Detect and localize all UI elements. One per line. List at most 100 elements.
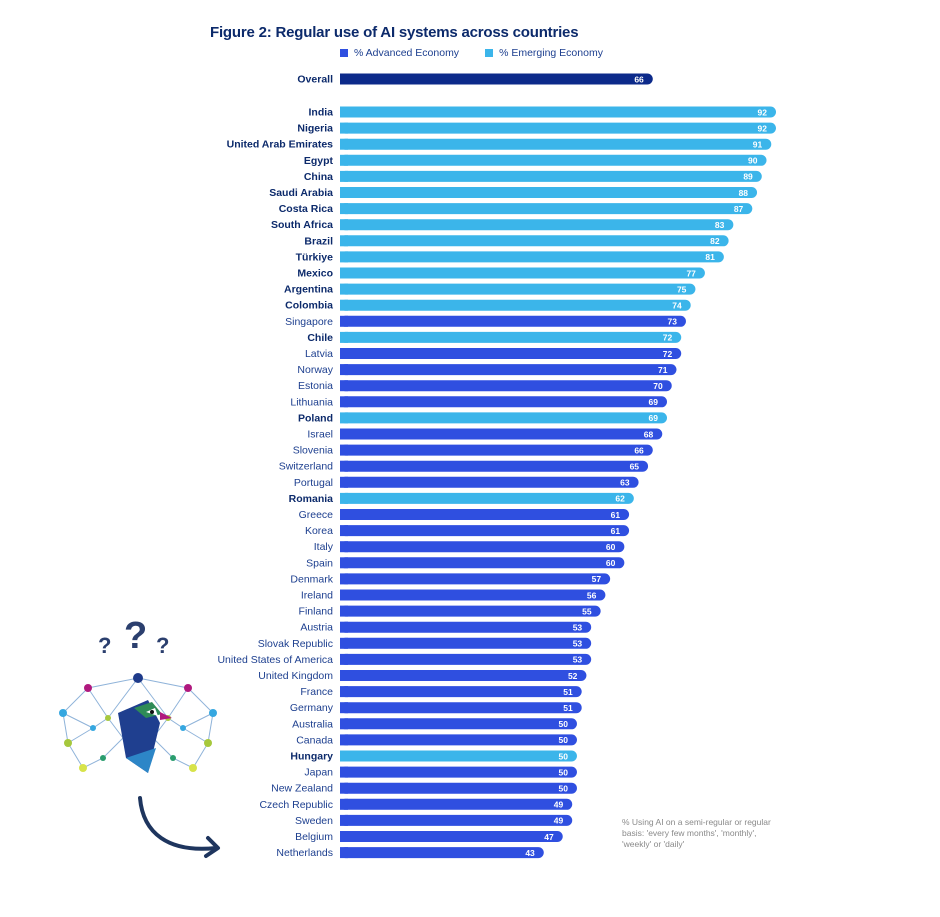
bar-label: Slovenia [293,445,333,457]
bar-left-edge [340,605,348,617]
bar [340,331,682,343]
bar-row-9: Türkiye 81 [296,251,724,263]
bar-value-label: 60 [606,542,616,552]
bar-left-edge [340,621,348,633]
bar-row-7: South Africa 83 [271,219,734,231]
bar-label: Belgium [295,831,333,843]
bar [340,138,772,150]
legend-label-advanced: % Advanced Economy [354,47,460,59]
curved-arrow-icon [138,796,218,851]
bar-row-34: United States of America 53 [217,653,592,666]
bar-row-29: Denmark 57 [290,573,611,585]
question-marks: ? ? ? [98,615,169,658]
bar-label: Australia [292,718,333,730]
bar-value-label: 69 [649,397,659,407]
bar-label: South Africa [271,219,333,231]
bar-value-label: 68 [644,429,654,439]
bar-left-edge [340,573,348,585]
bar-left-edge [340,476,348,488]
bar-value-label: 83 [715,220,725,230]
bar-value-label: 92 [758,107,768,117]
bar-row-3: Egypt 90 [304,154,767,167]
bar [340,106,776,118]
bar [340,525,630,537]
bar-row-0: India 92 [308,106,776,119]
bar-label: Spain [306,557,333,569]
bar-label: Singapore [285,316,333,328]
bar [340,170,762,182]
bar [340,235,729,247]
legend-swatch-advanced [340,49,348,57]
bar-label: Costa Rica [279,203,333,215]
bar-row-37: Germany 51 [290,702,582,714]
bar-label: Poland [298,412,333,424]
bar-left-edge [340,283,348,295]
bar [340,718,577,730]
bar-value-label: 55 [582,606,592,616]
bar-left-edge [340,492,348,504]
bar [340,73,653,85]
bar-label: Ireland [301,590,333,602]
arrow-head-icon [204,836,220,858]
bar-value-label: 88 [739,188,749,198]
bar-value-label: 70 [653,381,663,391]
legend-label-emerging: % Emerging Economy [499,47,603,59]
bar-left-edge [340,460,348,472]
peacock-nodes [59,673,217,772]
bar-label: Switzerland [279,461,333,473]
bar-row-24: Romania 62 [289,492,634,505]
bar [340,203,753,215]
bar-value-label: 51 [563,687,573,697]
bar-value-label: 50 [558,784,568,794]
bar-label: Czech Republic [259,799,333,811]
bar [340,251,724,263]
bar-row-11: Argentina 75 [284,283,696,296]
bar-left-edge [340,219,348,231]
bar-left-edge [340,396,348,408]
bar-left-edge [340,138,348,150]
bar [340,509,630,520]
bar-label: France [300,686,333,698]
bar-value-label: 52 [568,671,578,681]
bar-value-label: 75 [677,284,687,294]
bar-row-17: Estonia 70 [298,380,672,392]
bar-row-31: Finland 55 [299,605,601,618]
bar-row-15: Latvia 72 [305,348,682,360]
bar-row-6: Costa Rica 87 [279,203,753,215]
bar-label: China [304,171,333,183]
bar-left-edge [340,331,348,343]
bar-value-label: 53 [573,639,583,649]
bar-left-edge [340,670,348,681]
bar [340,267,705,279]
bar-left-edge [340,187,348,198]
bar-row-20: Israel 68 [307,428,663,441]
bar [340,396,667,408]
bar-left-edge [340,348,348,359]
bar-label: Estonia [298,380,333,392]
bar-row-42: New Zealand 50 [271,782,577,795]
bar-row-39: Canada 50 [296,734,577,746]
bar-value-label: 50 [558,767,568,777]
bar-left-edge [340,154,348,166]
bar-left-edge [340,315,348,327]
bar-left-edge [340,798,348,810]
bar-row-5: Saudi Arabia 88 [269,187,758,199]
bar-left-edge [340,782,348,794]
bar [340,621,592,633]
bar [340,283,696,295]
bar-label: Finland [299,606,334,618]
bar-label: Austria [300,622,333,634]
bar [340,380,672,392]
bar-value-label: 63 [620,478,630,488]
bar-left-edge [340,702,348,714]
bar-left-edge [340,637,348,649]
bar [340,476,639,488]
bar [340,831,563,842]
bar-label: Israel [307,429,333,441]
question-mark-center: ? [124,615,147,657]
bar [340,782,577,794]
bar-value-label: 53 [573,623,583,633]
bar-value-label: 60 [606,558,616,568]
bar-value-label: 43 [525,848,535,858]
bar-label: Argentina [284,284,333,296]
